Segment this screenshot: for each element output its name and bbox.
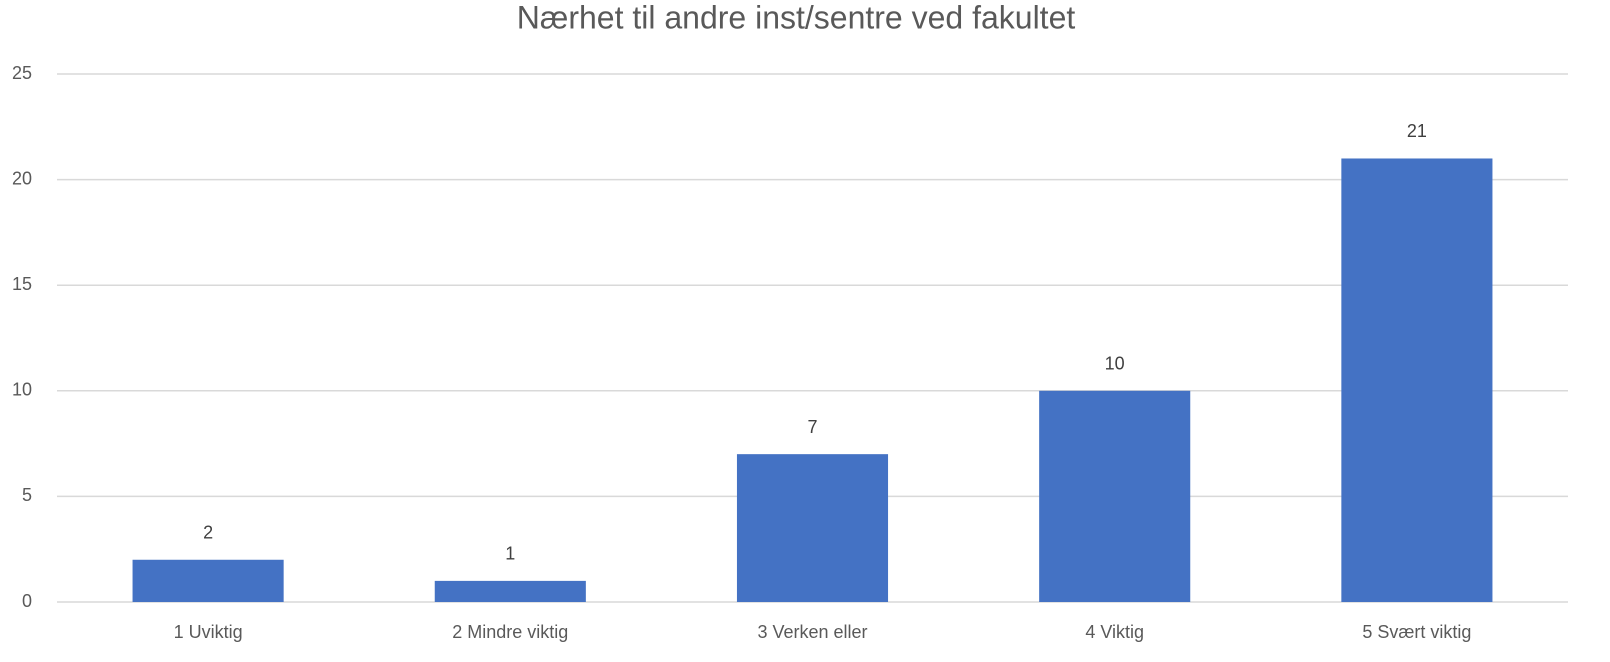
bar <box>1039 390 1191 602</box>
chart-title: Nærhet til andre inst/sentre ved fakulte… <box>517 0 1076 35</box>
bar <box>434 580 586 602</box>
data-label: 2 <box>203 523 213 543</box>
data-label: 1 <box>505 544 515 564</box>
bar <box>1341 158 1493 603</box>
y-tick-label: 0 <box>22 591 32 611</box>
y-tick-label: 5 <box>22 485 32 505</box>
data-label: 7 <box>807 417 817 437</box>
data-label: 10 <box>1105 354 1125 374</box>
bar <box>132 559 284 602</box>
x-tick-label: 1 Uviktig <box>174 622 243 642</box>
bar <box>736 454 889 602</box>
y-tick-label: 15 <box>12 274 32 294</box>
x-tick-label: 5 Svært viktig <box>1362 622 1471 642</box>
x-tick-label: 2 Mindre viktig <box>452 622 568 642</box>
x-tick-label: 4 Viktig <box>1085 622 1144 642</box>
data-label: 21 <box>1407 121 1427 141</box>
y-tick-label: 25 <box>12 63 32 83</box>
y-tick-label: 10 <box>12 380 32 400</box>
y-tick-label: 20 <box>12 168 32 188</box>
x-tick-label: 3 Verken eller <box>757 622 867 642</box>
